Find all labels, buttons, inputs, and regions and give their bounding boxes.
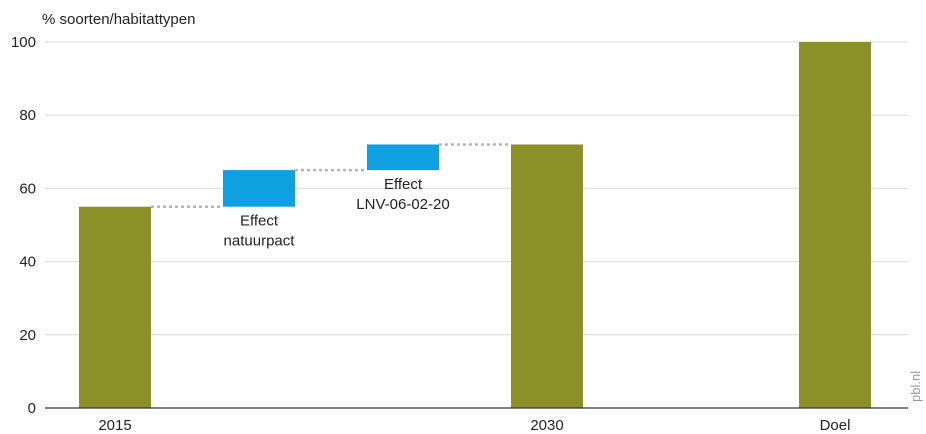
y-tick-label-80: 80 — [19, 107, 36, 124]
x-tick-label-doel: Doel — [820, 417, 851, 434]
bar-0 — [79, 206, 151, 408]
y-tick-label-60: 60 — [19, 180, 36, 197]
bar-2 — [367, 144, 439, 171]
x-tick-label-2030: 2030 — [530, 417, 563, 434]
bar-1 — [223, 170, 295, 207]
bar-annotation-2-0: Effect — [384, 176, 423, 193]
y-tick-label-100: 100 — [11, 34, 36, 51]
connector-lines — [151, 143, 511, 208]
y-tick-label-20: 20 — [19, 327, 36, 344]
bar-annotation-1-0: Effect — [240, 213, 279, 230]
y-tick-label-40: 40 — [19, 254, 36, 271]
bar-annotation-1-1: natuurpact — [224, 233, 296, 250]
y-axis-label: % soorten/habitattypen — [42, 11, 195, 28]
y-tick-labels: 0 20 40 60 80 100 — [11, 34, 36, 417]
x-tick-label-2015: 2015 — [98, 417, 131, 434]
source-credit: pbl.nl — [908, 371, 923, 402]
bar-annotations: Effect natuurpact Effect LNV-06-02-20 — [224, 176, 450, 250]
gridlines — [45, 41, 908, 336]
y-tick-label-0: 0 — [28, 400, 36, 417]
bar-annotation-2-1: LNV-06-02-20 — [356, 196, 449, 213]
bar-3 — [511, 144, 583, 409]
x-tick-labels: 2015 2030 Doel — [98, 417, 850, 434]
bars — [79, 42, 871, 409]
bar-4 — [799, 42, 871, 408]
